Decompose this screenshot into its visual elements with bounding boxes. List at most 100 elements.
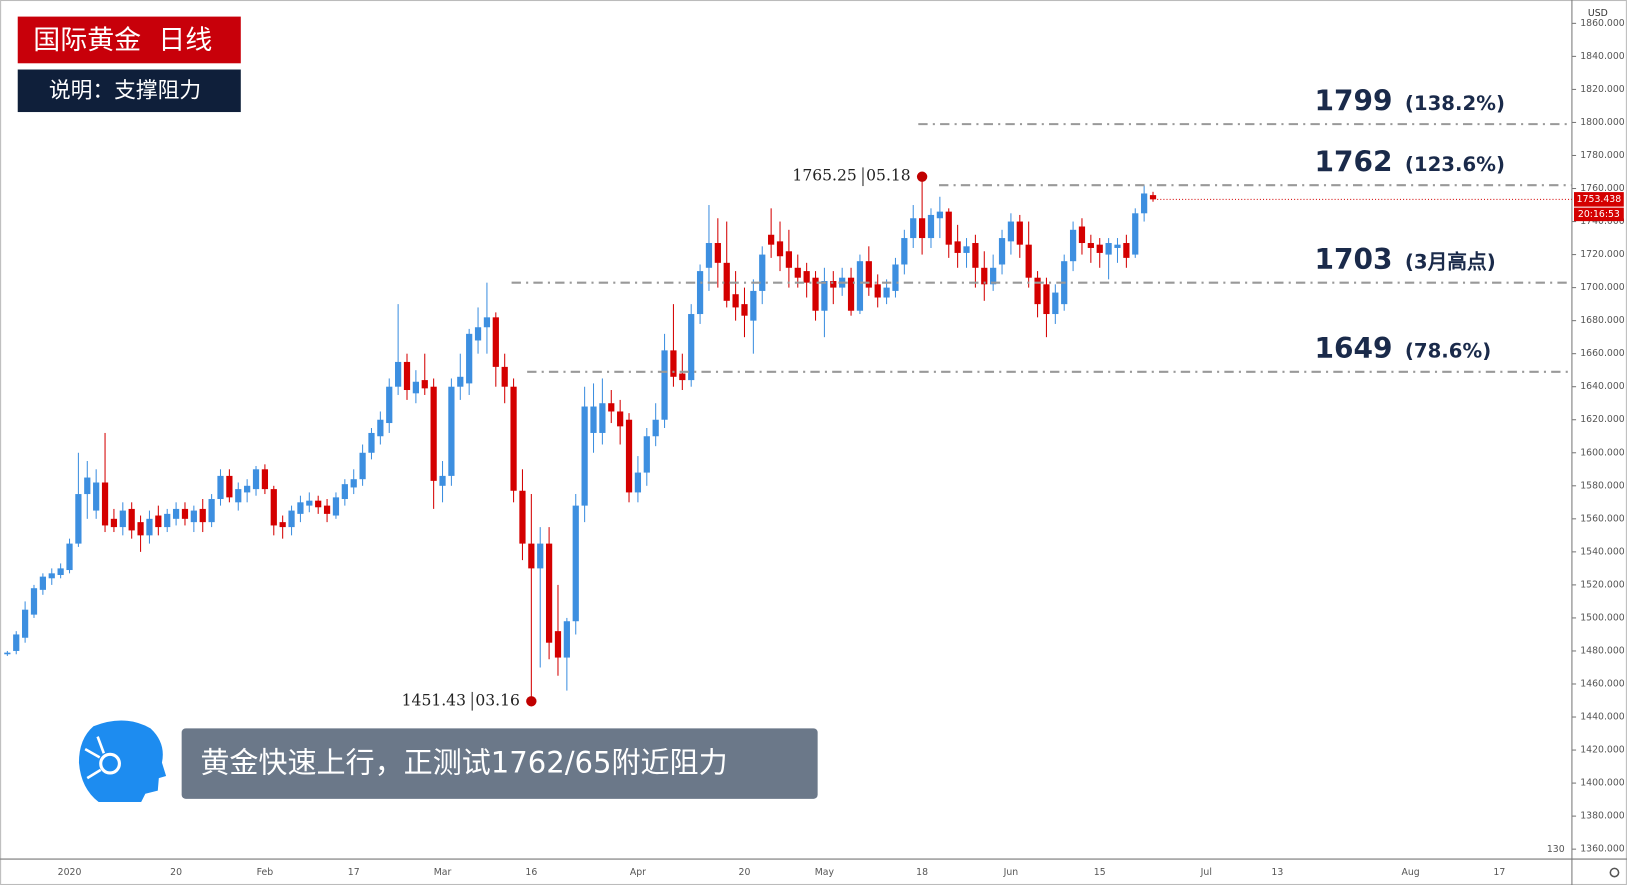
candle-body (421, 380, 428, 389)
candle-body (972, 243, 979, 268)
last-price-label: 1753.438 (1577, 194, 1622, 205)
title: 国际黄金 日线 (33, 25, 212, 56)
candle-body (368, 432, 375, 453)
candle-body (377, 419, 384, 437)
currency-label: USD (1588, 8, 1608, 19)
y-tick-label: 1600.000 (1580, 447, 1625, 458)
y-tick-label: 1580.000 (1580, 480, 1625, 491)
candle-body (323, 505, 331, 514)
candle-body (945, 211, 952, 245)
candle-body (643, 436, 650, 473)
candle-body (768, 234, 775, 245)
candle-body (30, 588, 38, 615)
candle-body (93, 482, 100, 511)
candle-body (288, 510, 295, 528)
candle-body (1007, 221, 1015, 242)
candle-body (537, 543, 544, 569)
candle-body (981, 267, 988, 285)
candle-body (84, 477, 91, 495)
candle-body (492, 317, 499, 367)
candle-body (217, 475, 224, 500)
extreme-date: 05.18 (866, 167, 911, 185)
candle-body (22, 609, 29, 638)
candle-body (146, 518, 153, 536)
logo-eye (99, 752, 121, 775)
y-tick-label: 1500.000 (1580, 612, 1625, 623)
candle-body (306, 500, 313, 506)
candle-body (759, 254, 766, 291)
subtitle: 说明：支撑阻力 (49, 78, 201, 103)
y-tick-label: 1440.000 (1580, 712, 1625, 723)
x-tick-label: Aug (1401, 867, 1419, 878)
candle-body (688, 314, 695, 381)
candle-body (847, 277, 855, 311)
caption: 黄金快速上行，正测试1762/65附近阻力 (200, 746, 727, 780)
candle-body (883, 287, 890, 298)
candle-body (270, 489, 277, 526)
candle-body (998, 238, 1006, 265)
candle-body (634, 472, 642, 493)
x-tick-label: Jun (1003, 867, 1019, 878)
candle-body (874, 284, 881, 298)
y-tick-label: 1860.000 (1580, 18, 1625, 29)
candle-body (181, 508, 189, 519)
y-tick-label: 1400.000 (1580, 778, 1625, 789)
candle-body (519, 490, 526, 544)
level-value: 1799 (1314, 84, 1392, 117)
candle-body (448, 386, 455, 476)
level-value: 1762 (1314, 145, 1392, 178)
countdown-box (1573, 207, 1624, 222)
y-tick-label: 1460.000 (1580, 678, 1625, 689)
candle-body (1087, 243, 1094, 248)
y-tick-label: 1480.000 (1580, 645, 1625, 656)
candle-body (785, 251, 793, 268)
y-tick-label: 1720.000 (1580, 249, 1625, 260)
candle-body (927, 214, 935, 239)
candle-body (332, 497, 340, 516)
candle-body (350, 479, 357, 488)
candle-body (990, 267, 997, 285)
candle-body (57, 568, 64, 575)
candle-body (1114, 244, 1121, 248)
candle-body (412, 381, 419, 394)
candle-body (554, 631, 562, 658)
candle-body (466, 333, 473, 384)
y-tick-label: 1800.000 (1580, 117, 1625, 128)
candle-body (510, 386, 517, 491)
candle-body (128, 508, 135, 531)
candle-body (963, 246, 970, 253)
last-price-box (1573, 192, 1624, 207)
candle-body (439, 475, 446, 486)
gear[interactable] (1609, 867, 1620, 878)
candle-body (714, 243, 721, 263)
candle-body (483, 317, 491, 328)
candle-body (48, 573, 55, 579)
candle-body (137, 522, 144, 536)
y-tick-label: 1380.000 (1580, 811, 1625, 822)
candle-body (936, 211, 943, 219)
settings-icon[interactable] (1609, 867, 1620, 878)
candle-body (119, 510, 126, 528)
candle-body (910, 218, 917, 239)
candle-body (741, 304, 748, 316)
candle-body (696, 271, 704, 315)
candle-body (954, 241, 961, 253)
candle-body (856, 261, 864, 311)
candle-body (1052, 292, 1059, 315)
level-note: (123.6%) (1405, 153, 1505, 176)
candle-body (226, 475, 233, 498)
candle-body (208, 499, 215, 523)
candle-body (750, 290, 757, 321)
level-value: 1649 (1314, 332, 1392, 365)
candle-body (244, 485, 251, 493)
candle-body (66, 543, 73, 571)
y-tick-label: 1360.000 (1580, 844, 1625, 855)
x-tick-label: 17 (1493, 867, 1505, 878)
plot-area (4, 179, 1157, 699)
x-tick-label: 20 (739, 867, 751, 878)
candle-body (812, 277, 819, 311)
x-tick-label: 16 (525, 867, 537, 878)
candle-body (581, 406, 588, 506)
extreme-price: 1765.25 (792, 167, 856, 185)
